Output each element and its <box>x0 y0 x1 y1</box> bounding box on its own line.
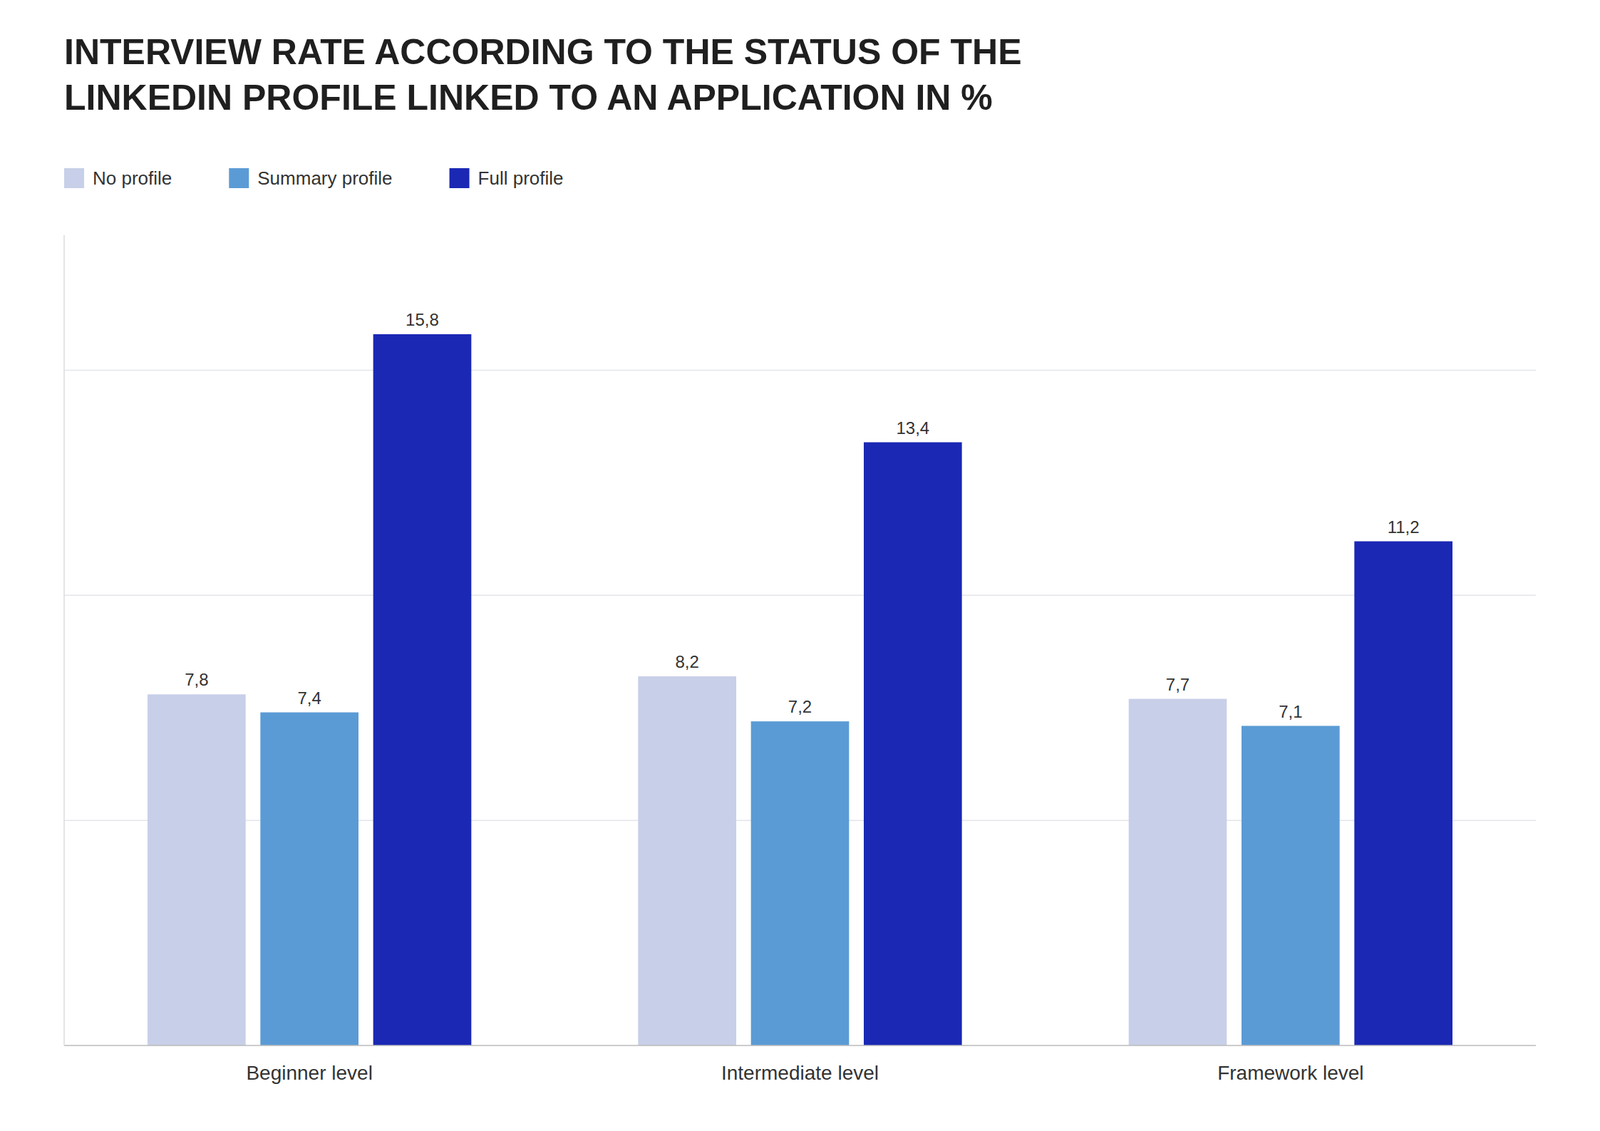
legend-label: Summary profile <box>257 167 392 189</box>
x-tick-label: Framework level <box>1217 1061 1364 1085</box>
legend-label: Full profile <box>478 167 564 189</box>
bar <box>1128 699 1228 1046</box>
bar <box>863 442 963 1046</box>
axes: Beginner level Intermediate level Framewor… <box>64 235 1536 1085</box>
data-label: 7,4 <box>297 688 321 708</box>
bars <box>147 334 1453 1046</box>
data-label: 7,2 <box>788 697 812 717</box>
data-label: 15,8 <box>405 310 440 330</box>
title: INTERVIEW RATE ACCORDING TO THE STATUS O… <box>64 32 1023 118</box>
title-line: INTERVIEW RATE ACCORDING TO THE STATUS O… <box>64 32 1023 72</box>
legend: No profile Summary profile Full profile <box>64 167 564 189</box>
data-label: 13,4 <box>895 418 930 438</box>
legend-swatch <box>228 168 249 189</box>
page: {"chart_data": { "type": "bar", "title":… <box>0 0 1600 1131</box>
data-label: 7,7 <box>1165 674 1190 695</box>
bar <box>1241 726 1340 1046</box>
x-axis-line <box>64 1044 1536 1047</box>
data-label: 7,1 <box>1278 702 1303 722</box>
bar <box>637 676 737 1046</box>
bar <box>751 721 850 1046</box>
background <box>0 0 1600 1131</box>
legend-swatch <box>64 168 85 189</box>
legend-swatch <box>449 168 470 189</box>
data-labels: 7,8 8,2 7,7 7,4 7,2 7,1 15,8 13,4 11,2 <box>184 310 1419 722</box>
x-tick-label: Beginner level <box>245 1061 373 1085</box>
legend-label: No profile <box>92 167 172 189</box>
bar <box>1354 541 1453 1046</box>
y-range-line <box>63 235 65 1046</box>
bar <box>260 712 359 1046</box>
data-label: 8,2 <box>674 652 699 672</box>
bar <box>147 694 246 1046</box>
bar <box>373 334 472 1046</box>
chart: INTERVIEW RATE ACCORDING TO THE STATUS O… <box>0 0 1600 1131</box>
data-label: 7,8 <box>184 669 209 690</box>
grid-line <box>64 369 1536 372</box>
x-tick-label: Intermediate level <box>721 1061 879 1085</box>
data-label: 11,2 <box>1387 517 1420 537</box>
title-line: LINKEDIN PROFILE LINKED TO AN APPLICATIO… <box>64 77 993 118</box>
grid-line <box>64 595 1536 597</box>
